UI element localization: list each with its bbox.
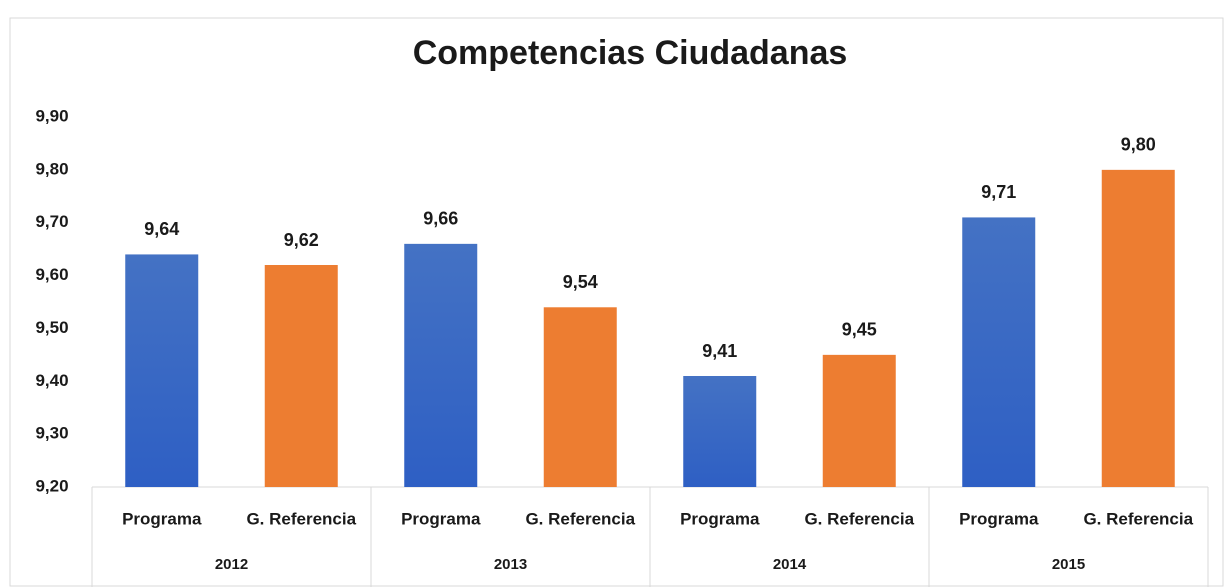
y-tick-label: 9,70	[35, 212, 68, 231]
y-tick-label: 9,50	[35, 318, 68, 337]
chart-frame	[9, 17, 1224, 587]
data-label: 9,62	[284, 230, 319, 250]
x-group-label: 2015	[1052, 556, 1085, 573]
bar	[125, 254, 199, 487]
bar	[962, 217, 1036, 487]
x-tick-label: Programa	[122, 509, 202, 528]
y-tick-label: 9,80	[35, 159, 68, 178]
data-label: 9,41	[702, 341, 737, 361]
x-tick-label: G. Referencia	[804, 509, 914, 528]
x-tick-label: G. Referencia	[246, 509, 356, 528]
data-label: 9,71	[981, 182, 1016, 202]
data-label: 9,80	[1121, 135, 1156, 155]
bar	[404, 243, 478, 487]
data-label: 9,45	[842, 320, 877, 340]
y-tick-label: 9,30	[35, 424, 68, 443]
data-label: 9,54	[563, 272, 598, 292]
bar	[543, 307, 617, 487]
x-tick-label: G. Referencia	[1083, 509, 1193, 528]
bar	[683, 376, 757, 487]
x-tick-label: Programa	[680, 509, 760, 528]
y-tick-label: 9,20	[35, 476, 68, 495]
data-label: 9,64	[144, 219, 179, 239]
x-group-label: 2012	[215, 556, 248, 573]
data-label: 9,66	[423, 209, 458, 229]
x-tick-label: Programa	[401, 509, 481, 528]
bar	[264, 265, 338, 487]
y-tick-label: 9,40	[35, 371, 68, 390]
x-tick-label: Programa	[959, 509, 1039, 528]
y-tick-label: 9,90	[35, 106, 68, 125]
bar	[1101, 169, 1175, 487]
x-group-label: 2013	[494, 556, 527, 573]
y-tick-label: 9,60	[35, 265, 68, 284]
x-group-label: 2014	[773, 556, 807, 573]
x-tick-label: G. Referencia	[525, 509, 635, 528]
chart-title: Competencias Ciudadanas	[413, 34, 848, 72]
bar	[822, 354, 896, 487]
